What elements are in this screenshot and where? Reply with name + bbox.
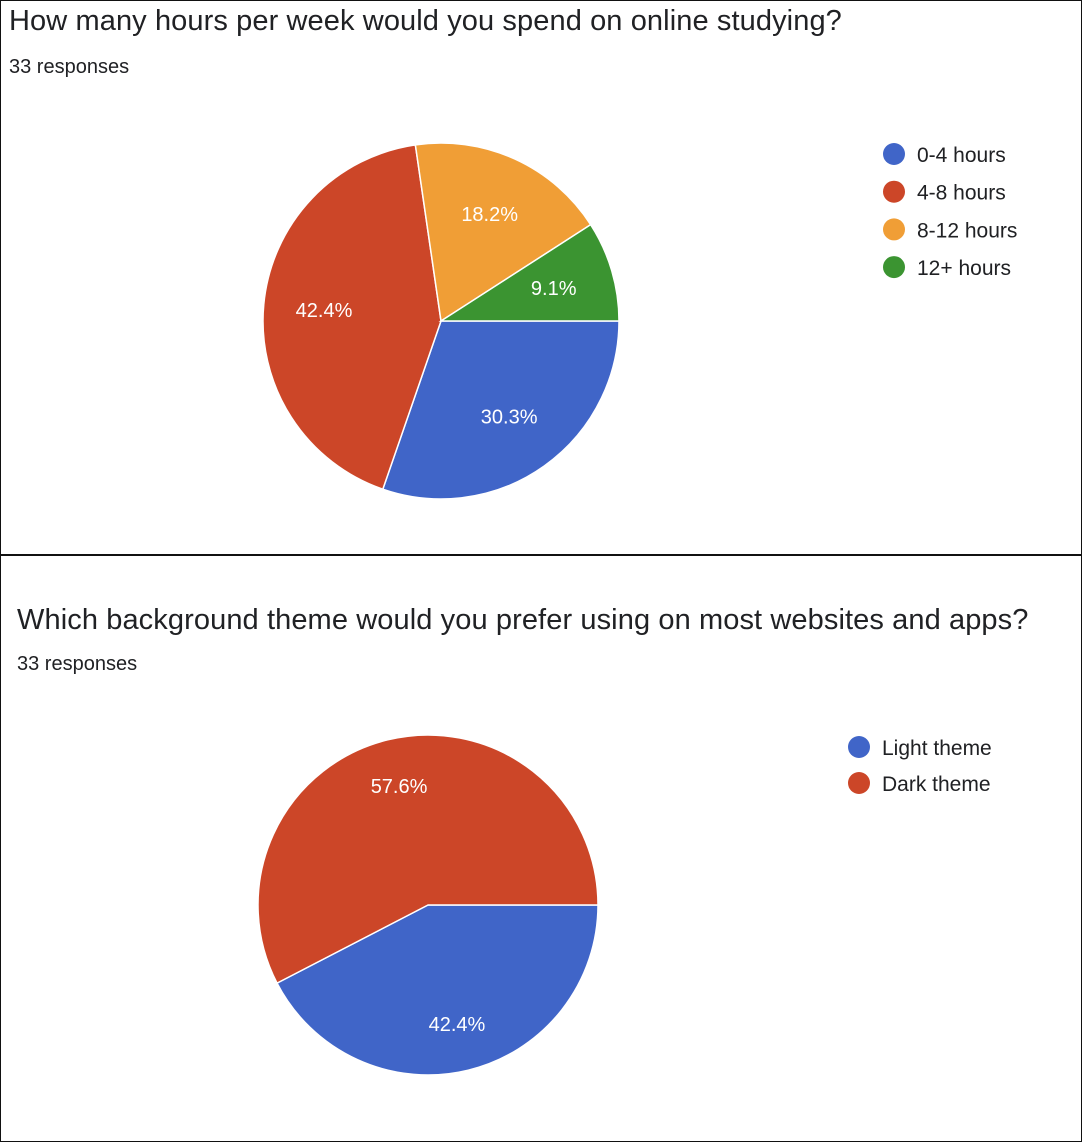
pie-chart-hours: 30.3% 42.4% 18.2% 9.1% 0-4 hours 4-8 hours 8-1… — [262, 142, 1017, 500]
legend-swatch — [848, 772, 870, 794]
slice-label: 30.3% — [481, 407, 538, 429]
pie-chart-theme: 42.4% 57.6% Light theme Dark theme — [257, 734, 992, 1076]
legend-swatch — [848, 736, 870, 758]
legend-swatch — [883, 218, 905, 241]
slice-label: 57.6% — [371, 776, 428, 798]
legend-label: 8-12 hours — [917, 219, 1017, 242]
legend-label: 4-8 hours — [917, 182, 1006, 205]
legend-swatch — [883, 143, 905, 165]
pie-slice — [414, 142, 592, 323]
legend-label: 12+ hours — [917, 257, 1011, 280]
pie-slice — [276, 904, 599, 1076]
slice-label: 9.1% — [531, 278, 577, 300]
pie-slice — [381, 320, 620, 500]
chart-title: How many hours per week would you spend … — [9, 5, 842, 37]
legend-label: Light theme — [882, 737, 992, 760]
pie-slice — [438, 223, 620, 322]
chart-title: Which background theme would you prefer … — [17, 604, 1029, 636]
response-count: 33 responses — [9, 56, 130, 78]
legend-label: 0-4 hours — [917, 144, 1006, 167]
chart-card-hours: How many hours per week would you spend … — [0, 0, 1082, 556]
pie-slice — [262, 144, 442, 491]
slice-label: 42.4% — [429, 1014, 486, 1036]
legend-swatch — [883, 256, 905, 279]
slice-label: 42.4% — [296, 300, 353, 322]
response-count: 33 responses — [17, 653, 138, 675]
pie-slice — [257, 734, 599, 985]
legend-label: Dark theme — [882, 773, 991, 796]
chart-card-theme: Which background theme would you prefer … — [0, 554, 1082, 1142]
legend-swatch — [883, 180, 905, 203]
slice-label: 18.2% — [461, 204, 518, 226]
